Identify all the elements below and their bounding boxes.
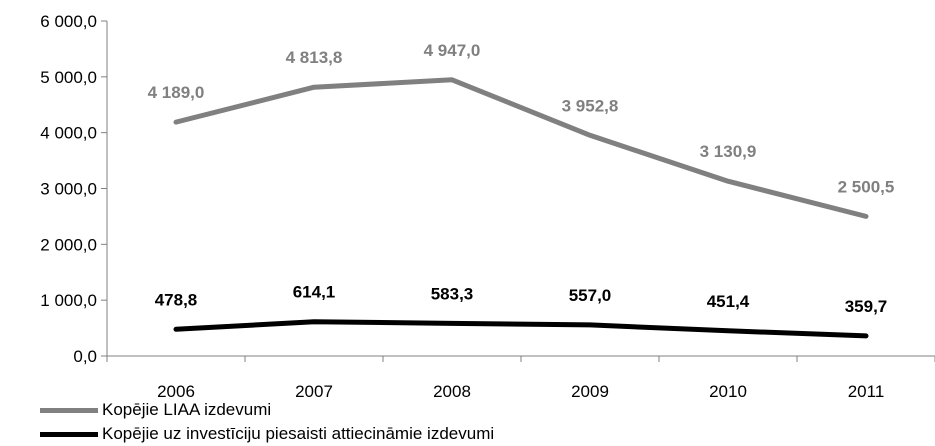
legend-label-investment: Kopējie uz investīciju piesaisti attieci…: [102, 424, 495, 443]
data-label: 557,0: [569, 286, 612, 305]
x-tick-label: 2009: [571, 382, 609, 400]
legend-item-investment: Kopējie uz investīciju piesaisti attieci…: [40, 422, 494, 446]
data-label: 614,1: [293, 283, 336, 302]
y-tick-label: 4 000,0: [40, 124, 97, 143]
x-tick-group: 2006 2007 2008 2009 2010 2011: [106, 356, 935, 400]
data-label-group: 4 189,0 4 813,8 4 947,0 3 952,8 3 130,9 2 500…: [148, 41, 895, 316]
x-tick-label: 2007: [295, 382, 333, 400]
series-line-1: [173, 319, 869, 339]
y-tick-label: 5 000,0: [40, 68, 97, 87]
y-tick-label: 3 000,0: [40, 180, 97, 199]
series-line-0: [173, 77, 869, 219]
data-label: 451,4: [707, 292, 750, 311]
legend: Kopējie LIAA izdevumi Kopējie uz investī…: [40, 398, 494, 446]
data-label: 4 189,0: [148, 83, 205, 102]
legend-swatch-investment: [40, 431, 98, 437]
data-label: 583,3: [431, 284, 474, 303]
data-label: 3 952,8: [562, 96, 619, 115]
data-label: 359,7: [845, 297, 888, 316]
series-group: [173, 77, 869, 339]
y-tick-label: 2 000,0: [40, 235, 97, 254]
x-tick-label: 2010: [709, 382, 747, 400]
y-tick-group: 0,0 1 000,0 2 000,0 3 000,0 4 000,0 5 000,0 6 …: [40, 12, 107, 366]
legend-swatch-liaa: [40, 407, 98, 413]
x-tick-label: 2008: [433, 382, 471, 400]
data-label: 4 813,8: [286, 48, 343, 67]
data-label: 4 947,0: [424, 41, 481, 60]
x-tick-label: 2006: [157, 382, 195, 400]
x-tick-label: 2011: [848, 382, 885, 400]
legend-label-liaa: Kopējie LIAA izdevumi: [102, 400, 272, 419]
y-tick-label: 6 000,0: [40, 12, 97, 31]
y-tick-label: 1 000,0: [40, 291, 97, 310]
data-label: 3 130,9: [700, 142, 757, 161]
data-label: 2 500,5: [838, 177, 895, 196]
data-label: 478,8: [155, 290, 198, 309]
legend-item-liaa: Kopējie LIAA izdevumi: [40, 398, 494, 422]
y-tick-label: 0,0: [73, 347, 97, 366]
line-chart: 0,0 1 000,0 2 000,0 3 000,0 4 000,0 5 000,0 6 …: [40, 12, 935, 400]
